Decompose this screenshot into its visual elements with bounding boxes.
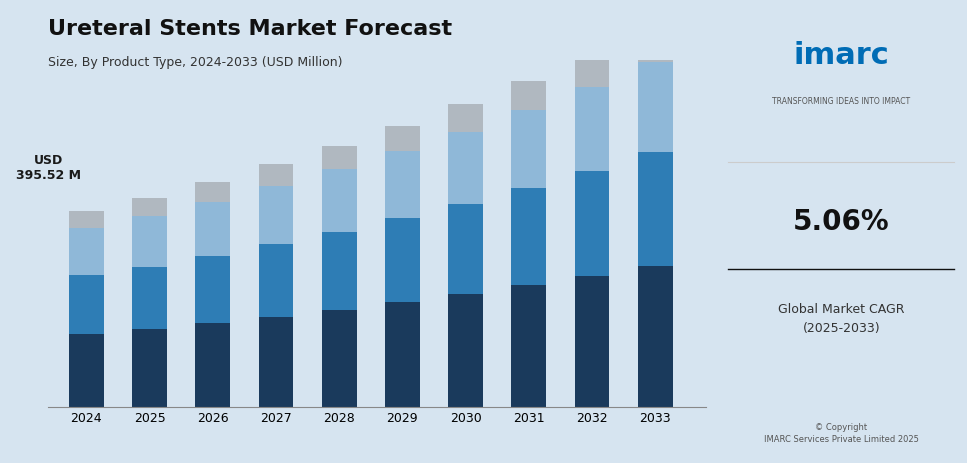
Bar <box>132 329 167 407</box>
Bar <box>638 62 673 152</box>
Bar <box>512 188 546 285</box>
Text: imarc: imarc <box>793 41 890 70</box>
Legend: Open End Stents, Closed End Stents, Double J-Stent, Multiloop Stents: Open End Stents, Closed End Stents, Doub… <box>105 458 649 463</box>
Bar <box>322 232 357 310</box>
Bar <box>195 256 230 323</box>
Bar <box>132 198 167 217</box>
Bar <box>638 266 673 407</box>
Bar <box>258 164 293 186</box>
Bar <box>385 151 420 219</box>
Bar <box>449 204 484 294</box>
Bar <box>132 216 167 267</box>
Bar <box>512 110 546 188</box>
Bar <box>574 171 609 276</box>
Text: Size, By Product Type, 2024-2033 (USD Million): Size, By Product Type, 2024-2033 (USD Mi… <box>48 56 343 69</box>
Bar <box>322 310 357 407</box>
Text: Global Market CAGR
(2025-2033): Global Market CAGR (2025-2033) <box>778 303 904 336</box>
Bar <box>195 181 230 201</box>
Text: TRANSFORMING IDEAS INTO IMPACT: TRANSFORMING IDEAS INTO IMPACT <box>773 97 910 106</box>
Bar <box>69 212 103 228</box>
Bar <box>449 104 484 131</box>
Bar <box>638 152 673 266</box>
Bar <box>512 81 546 110</box>
Bar <box>385 125 420 151</box>
Bar <box>574 87 609 171</box>
Bar <box>258 317 293 407</box>
Bar <box>258 244 293 317</box>
Bar <box>385 302 420 407</box>
Bar <box>69 275 103 334</box>
Bar <box>449 131 484 204</box>
Text: © Copyright
IMARC Services Private Limited 2025: © Copyright IMARC Services Private Limit… <box>764 423 919 444</box>
Bar <box>195 201 230 256</box>
Bar <box>69 228 103 275</box>
Bar <box>385 219 420 302</box>
Bar <box>195 323 230 407</box>
Bar <box>512 285 546 407</box>
Bar <box>132 267 167 329</box>
Bar <box>638 26 673 62</box>
Bar <box>449 294 484 407</box>
Bar <box>322 169 357 232</box>
Text: USD
395.52 M: USD 395.52 M <box>15 154 81 181</box>
Bar <box>322 146 357 169</box>
Bar <box>574 55 609 87</box>
Bar <box>69 334 103 407</box>
Bar <box>574 276 609 407</box>
Text: Ureteral Stents Market Forecast: Ureteral Stents Market Forecast <box>48 19 453 38</box>
Bar <box>258 186 293 244</box>
Text: 5.06%: 5.06% <box>793 208 890 236</box>
